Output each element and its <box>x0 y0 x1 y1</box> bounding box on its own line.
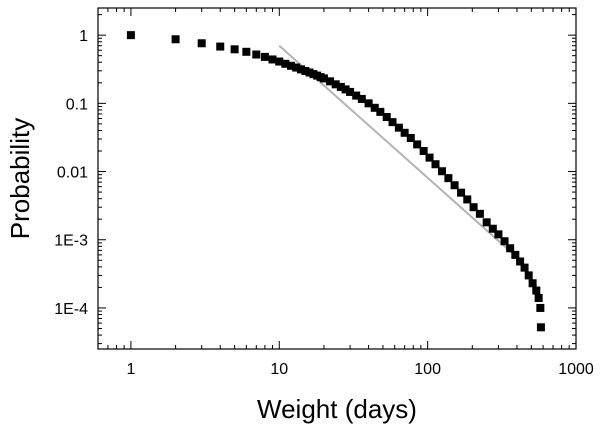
data-point <box>341 85 350 94</box>
y-tick-label: 0.1 <box>66 96 88 113</box>
data-point <box>482 218 491 227</box>
data-point <box>230 45 239 54</box>
plot-border <box>97 7 577 350</box>
data-point <box>500 237 509 246</box>
data-point <box>536 303 545 312</box>
data-point <box>425 153 434 162</box>
data-point <box>431 160 440 169</box>
x-tick-label: 1 <box>126 361 135 378</box>
data-point <box>292 63 301 72</box>
data-point <box>126 31 135 40</box>
data-point <box>469 203 478 212</box>
x-tick-label: 100 <box>414 361 441 378</box>
data-point <box>457 188 466 197</box>
data-point <box>336 82 345 91</box>
data-point <box>171 35 180 44</box>
data-point <box>511 250 520 259</box>
data-point <box>494 230 503 239</box>
data-point <box>528 279 537 288</box>
data-point <box>382 113 391 122</box>
x-tick-label: 1000 <box>558 361 594 378</box>
data-point <box>400 128 409 137</box>
data-point <box>488 224 497 233</box>
y-tick-label: 0.01 <box>57 165 88 182</box>
plot-frame <box>97 7 577 350</box>
data-point <box>516 257 525 266</box>
data-point <box>463 195 472 204</box>
y-axis-ticks: 1 0.1 0.01 1E-3 1E-4 <box>54 14 576 345</box>
data-points <box>126 31 545 332</box>
data-point <box>197 39 206 48</box>
data-point <box>536 323 545 332</box>
data-point <box>413 140 422 149</box>
data-point <box>242 47 251 56</box>
data-point <box>524 271 533 280</box>
data-point <box>419 147 428 156</box>
y-tick-label: 1E-3 <box>54 233 88 250</box>
data-point <box>370 103 379 112</box>
x-axis-title: Weight (days) <box>257 394 417 424</box>
data-point <box>326 77 335 86</box>
data-point <box>352 91 361 100</box>
data-point <box>346 87 355 96</box>
data-point <box>450 181 459 190</box>
y-axis-title: Probability <box>5 118 35 239</box>
data-point <box>301 66 310 75</box>
x-axis-ticks: 1 10 100 1000 <box>97 8 594 378</box>
data-point <box>331 80 340 89</box>
data-point <box>275 57 284 66</box>
data-point <box>520 263 529 272</box>
data-point <box>475 209 484 218</box>
data-point <box>376 107 385 116</box>
data-point <box>296 65 305 74</box>
data-point <box>268 55 277 64</box>
data-point <box>406 134 415 143</box>
x-tick-label: 10 <box>270 361 288 378</box>
data-point <box>319 74 328 83</box>
data-point <box>252 50 261 59</box>
data-point <box>438 167 447 176</box>
data-point <box>357 94 366 103</box>
data-point <box>532 286 541 295</box>
data-point <box>394 123 403 132</box>
data-point <box>506 244 515 253</box>
data-point <box>281 59 290 68</box>
data-point <box>287 61 296 70</box>
y-tick-label: 1 <box>79 28 88 45</box>
data-point <box>364 99 373 108</box>
data-point <box>216 42 225 51</box>
y-tick-label: 1E-4 <box>54 301 88 318</box>
data-point <box>260 52 269 61</box>
data-point <box>534 293 543 302</box>
data-point <box>444 174 453 183</box>
data-point <box>388 118 397 127</box>
